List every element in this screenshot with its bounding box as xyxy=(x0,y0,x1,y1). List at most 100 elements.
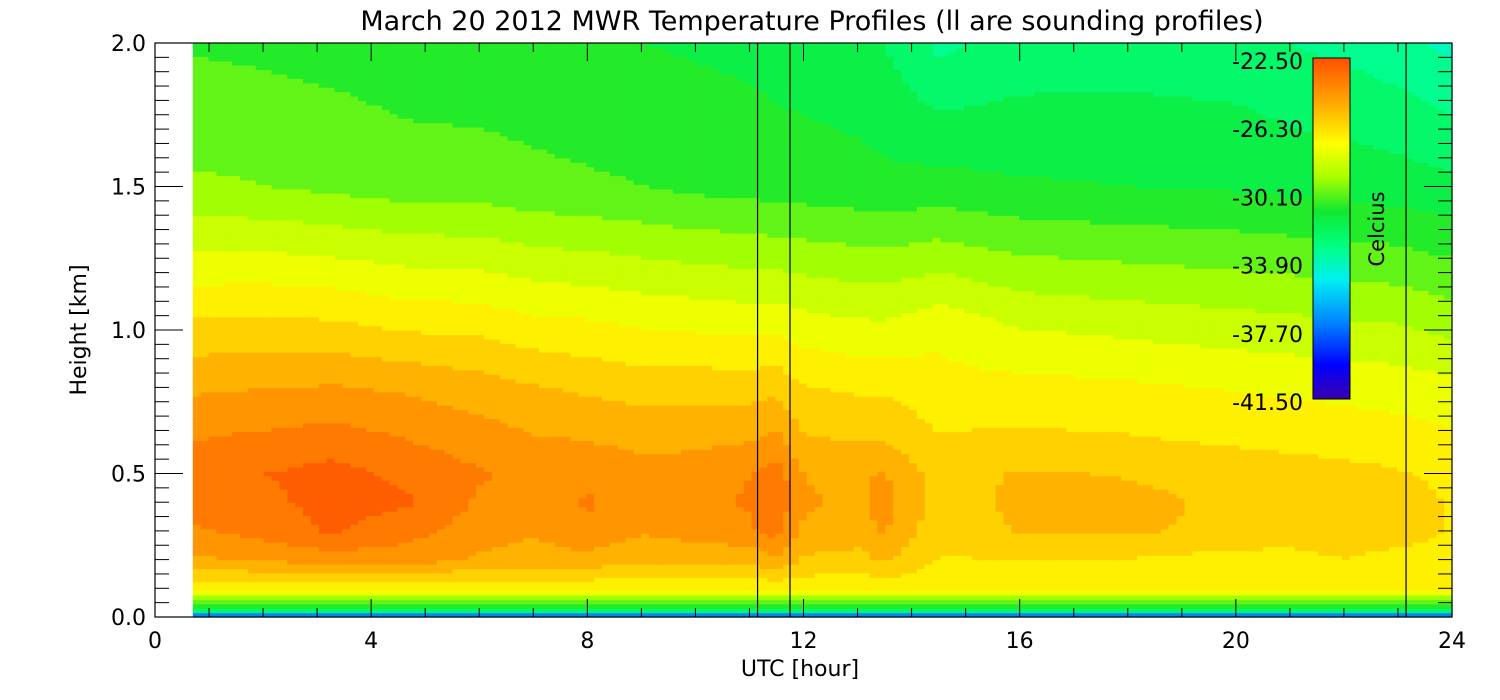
heatmap-cell xyxy=(1365,502,1374,508)
heatmap-cell xyxy=(310,528,320,534)
heatmap-cell xyxy=(310,550,320,556)
heatmap-cell xyxy=(232,475,241,481)
heatmap-cell xyxy=(1129,519,1138,525)
heatmap-cell xyxy=(1247,590,1256,596)
heatmap-cell xyxy=(1404,506,1414,512)
heatmap-cell xyxy=(743,524,753,530)
heatmap-cell xyxy=(397,568,406,574)
heatmap-cell xyxy=(546,586,556,592)
heatmap-cell xyxy=(413,524,422,530)
heatmap-cell xyxy=(1058,568,1067,574)
heatmap-cell xyxy=(932,541,942,547)
heatmap-cell xyxy=(1034,590,1044,596)
heatmap-cell xyxy=(885,577,894,583)
heatmap-cell xyxy=(924,577,934,583)
heatmap-cell xyxy=(279,603,288,609)
heatmap-cell xyxy=(1121,586,1130,592)
heatmap-cell xyxy=(672,594,682,600)
heatmap-cell xyxy=(468,590,477,596)
heatmap-cell xyxy=(271,599,280,605)
heatmap-cell xyxy=(1192,599,1201,605)
heatmap-cell xyxy=(704,603,713,609)
heatmap-cell xyxy=(767,586,776,592)
heatmap-cell xyxy=(806,568,816,574)
heatmap-cell xyxy=(861,515,871,521)
heatmap-cell xyxy=(1050,586,1060,592)
heatmap-cell xyxy=(1396,537,1406,543)
heatmap-cell xyxy=(1042,480,1052,486)
heatmap-cell xyxy=(1176,586,1186,592)
heatmap-cell xyxy=(609,608,619,614)
heatmap-cell xyxy=(924,533,934,539)
heatmap-cell xyxy=(672,603,682,609)
heatmap-cell xyxy=(421,511,430,517)
heatmap-cell xyxy=(665,480,674,486)
heatmap-cell xyxy=(1444,480,1453,486)
heatmap-cell xyxy=(373,533,383,539)
heatmap-cell xyxy=(1381,550,1390,556)
heatmap-cell xyxy=(1042,502,1052,508)
heatmap-cell xyxy=(224,546,233,552)
heatmap-cell xyxy=(1145,541,1154,547)
heatmap-cell xyxy=(255,484,265,490)
heatmap-cell xyxy=(1097,550,1107,556)
heatmap-cell xyxy=(649,488,658,494)
heatmap-cell xyxy=(350,497,359,503)
heatmap-cell xyxy=(790,511,800,517)
heatmap-cell xyxy=(830,511,839,517)
heatmap-cell xyxy=(523,488,532,494)
heatmap-cell xyxy=(1066,546,1075,552)
heatmap-cell xyxy=(696,511,705,517)
heatmap-cell xyxy=(452,581,461,587)
heatmap-cell xyxy=(421,519,430,525)
heatmap-cell xyxy=(649,608,658,614)
heatmap-cell xyxy=(1145,524,1154,530)
heatmap-cell xyxy=(554,586,564,592)
heatmap-cell xyxy=(1184,484,1193,490)
heatmap-cell xyxy=(948,581,957,587)
heatmap-cell xyxy=(1396,559,1406,565)
heatmap-cell xyxy=(846,493,855,499)
heatmap-cell xyxy=(641,564,650,570)
heatmap-cell xyxy=(1019,511,1028,517)
heatmap-cell xyxy=(869,590,879,596)
heatmap-cell xyxy=(444,555,454,561)
heatmap-cell xyxy=(192,480,202,486)
heatmap-cell xyxy=(814,511,824,517)
heatmap-cell xyxy=(373,572,383,578)
heatmap-cell xyxy=(1215,586,1225,592)
heatmap-cell xyxy=(303,555,312,561)
heatmap-cell xyxy=(1278,515,1288,521)
heatmap-cell xyxy=(1003,581,1012,587)
heatmap-cell xyxy=(680,502,690,508)
heatmap-cell xyxy=(775,528,784,534)
heatmap-cell xyxy=(979,564,989,570)
heatmap-cell xyxy=(1050,506,1060,512)
heatmap-cell xyxy=(1404,599,1414,605)
heatmap-cell xyxy=(1263,559,1272,565)
heatmap-cell xyxy=(1365,493,1374,499)
heatmap-cell xyxy=(971,581,981,587)
heatmap-cell xyxy=(1019,581,1028,587)
heatmap-cell xyxy=(790,608,800,614)
heatmap-cell xyxy=(1247,515,1256,521)
heatmap-cell xyxy=(452,594,461,600)
heatmap-cell xyxy=(751,603,761,609)
heatmap-cell xyxy=(885,524,894,530)
heatmap-cell xyxy=(594,577,603,583)
heatmap-cell xyxy=(389,528,399,534)
heatmap-cell xyxy=(704,564,713,570)
heatmap-cell xyxy=(617,533,627,539)
heatmap-cell xyxy=(287,594,296,600)
heatmap-cell xyxy=(1263,581,1272,587)
heatmap-cell xyxy=(365,484,375,490)
heatmap-cell xyxy=(200,559,210,565)
heatmap-cell xyxy=(1341,524,1351,530)
heatmap-cell xyxy=(373,493,383,499)
heatmap-cell xyxy=(853,519,863,525)
heatmap-cell xyxy=(546,484,556,490)
heatmap-cell xyxy=(940,577,949,583)
heatmap-cell xyxy=(1389,559,1398,565)
heatmap-cell xyxy=(964,594,973,600)
heatmap-cell xyxy=(1326,519,1335,525)
